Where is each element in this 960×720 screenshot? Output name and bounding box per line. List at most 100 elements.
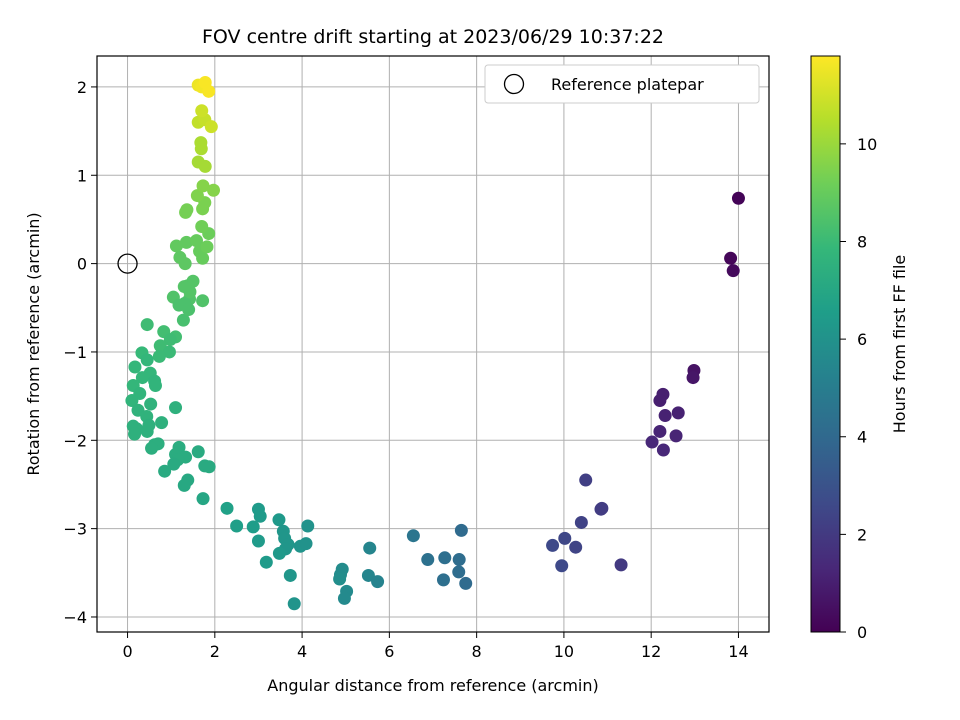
y-tick-label: −1	[63, 343, 87, 362]
data-point	[191, 445, 205, 459]
data-point	[169, 239, 183, 253]
y-axis-label: Rotation from reference (arcmin)	[24, 212, 43, 475]
data-point	[177, 280, 191, 294]
x-tick-label: 2	[210, 642, 220, 661]
legend-label: Reference platepar	[551, 75, 704, 94]
x-tick-label: 8	[472, 642, 482, 661]
data-point	[163, 333, 177, 347]
data-point	[371, 575, 385, 589]
data-point	[152, 349, 166, 363]
data-point	[140, 353, 154, 367]
data-point	[180, 203, 194, 217]
plot-frame	[96, 55, 770, 633]
data-point	[653, 394, 667, 408]
data-point	[142, 418, 156, 432]
data-point	[162, 345, 176, 359]
y-tick-label: 2	[77, 78, 87, 97]
data-point	[614, 558, 628, 572]
data-point	[176, 313, 190, 327]
data-point	[196, 179, 210, 193]
data-point	[569, 540, 583, 554]
data-point	[251, 534, 265, 548]
data-point	[204, 120, 218, 134]
data-point	[200, 240, 214, 254]
x-tick-label: 12	[641, 642, 661, 661]
colorbar-tick-label: 10	[857, 135, 877, 154]
colorbar-ticks: 0 2 4 6 8 10	[840, 135, 877, 642]
y-tick-label: 1	[77, 166, 87, 185]
data-point	[207, 183, 221, 197]
data-point	[155, 416, 169, 430]
data-point	[198, 159, 212, 173]
data-point	[230, 519, 244, 533]
data-point	[190, 189, 204, 203]
colorbar-tick-label: 2	[857, 525, 867, 544]
data-point	[299, 537, 313, 551]
legend-marker	[503, 73, 525, 95]
y-tick-label: −3	[63, 520, 87, 539]
y-tick-label: −2	[63, 431, 87, 450]
x-axis-ticks: 0 2 4 6 8 10 12 14	[122, 632, 749, 661]
data-point	[167, 457, 181, 471]
data-point	[177, 478, 191, 492]
data-point	[436, 573, 450, 587]
data-point	[246, 520, 260, 534]
data-point	[196, 294, 210, 308]
data-point	[459, 576, 473, 590]
legend: Reference platepar	[484, 64, 760, 104]
data-point	[128, 360, 142, 374]
data-point	[574, 515, 588, 529]
colorbar	[810, 55, 841, 633]
data-point	[125, 394, 139, 408]
data-point	[196, 492, 210, 506]
data-point	[178, 257, 192, 271]
data-point	[656, 443, 670, 457]
x-tick-label: 0	[122, 642, 132, 661]
data-point	[169, 401, 183, 415]
data-point	[179, 235, 193, 249]
data-point	[259, 555, 273, 569]
data-point	[438, 551, 452, 565]
data-point	[406, 529, 420, 543]
data-point	[361, 568, 375, 582]
data-point	[128, 427, 142, 441]
reference-marker	[117, 253, 138, 274]
data-point	[189, 234, 203, 248]
data-point	[194, 136, 208, 150]
data-point	[202, 460, 216, 474]
data-point	[452, 565, 466, 579]
data-point	[731, 191, 745, 205]
data-point	[658, 409, 672, 423]
data-point	[202, 84, 216, 98]
colorbar-tick-label: 0	[857, 623, 867, 642]
data-point	[195, 104, 209, 118]
x-tick-label: 6	[384, 642, 394, 661]
data-point	[421, 553, 435, 567]
y-tick-label: −4	[63, 608, 87, 627]
y-tick-label: 0	[77, 255, 87, 274]
data-point	[595, 501, 609, 515]
data-point	[645, 435, 659, 449]
data-point	[195, 220, 209, 234]
data-point	[145, 441, 159, 455]
data-point	[272, 546, 286, 560]
x-tick-label: 4	[297, 642, 307, 661]
x-tick-label: 10	[554, 642, 574, 661]
chart-title: FOV centre drift starting at 2023/06/29 …	[202, 26, 664, 48]
colorbar-tick-label: 4	[857, 428, 867, 447]
data-point	[301, 519, 315, 533]
data-point	[144, 397, 158, 411]
data-point	[653, 424, 667, 438]
colorbar-tick-label: 8	[857, 232, 867, 251]
data-point	[726, 264, 740, 278]
x-axis-label: Angular distance from reference (arcmin)	[267, 676, 598, 695]
x-tick-label: 14	[728, 642, 748, 661]
data-point	[158, 464, 172, 478]
data-point	[148, 379, 162, 393]
data-point	[579, 473, 593, 487]
data-point	[558, 531, 572, 545]
data-point	[337, 591, 351, 605]
data-point	[363, 541, 377, 555]
data-point	[253, 509, 267, 523]
